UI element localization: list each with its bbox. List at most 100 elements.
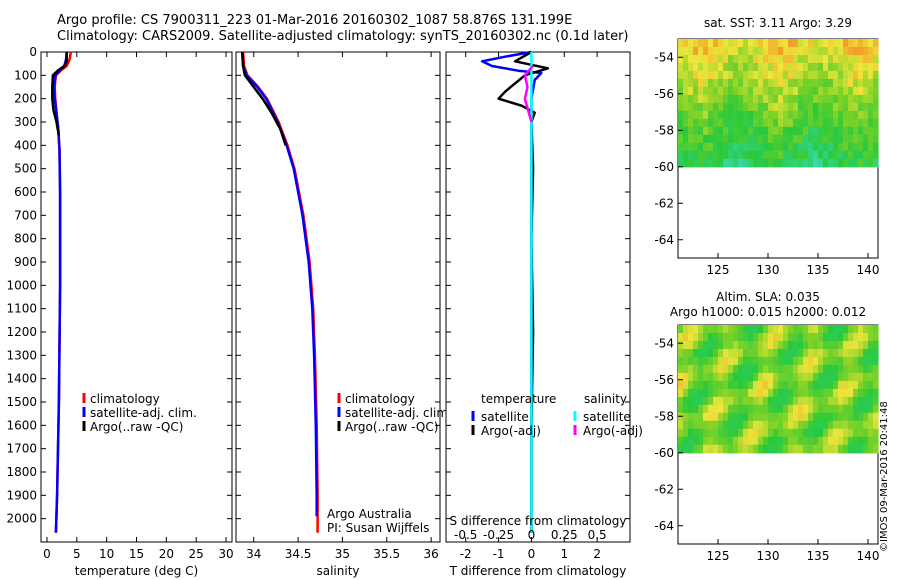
map-cell [768, 349, 774, 358]
map-cell [828, 364, 834, 374]
map-cell [703, 420, 709, 430]
map-cell [758, 364, 764, 374]
map-cell [803, 150, 809, 160]
map-cell [853, 388, 859, 398]
map-cell [873, 158, 879, 168]
map-cell [843, 436, 849, 446]
map-cell [733, 150, 739, 160]
map-cell [848, 404, 854, 414]
map-cell [848, 380, 854, 390]
map-cell [698, 436, 704, 446]
map-cell [693, 420, 699, 430]
map-cell [793, 78, 799, 88]
map-cell [813, 404, 819, 414]
map-cell [733, 412, 739, 422]
map-cell [698, 428, 704, 438]
map-cell [743, 349, 749, 358]
map-cell [808, 380, 814, 390]
map-cell [833, 396, 839, 406]
map-cell [718, 333, 724, 342]
map-cell [828, 444, 834, 454]
map-y-tick-label: -60 [654, 160, 674, 174]
map-cell [863, 78, 869, 88]
map-cell [853, 110, 859, 120]
map-cell [743, 436, 749, 446]
map-cell [678, 444, 684, 454]
map-cell [838, 420, 844, 430]
map-cell [843, 94, 849, 104]
map-cell [778, 78, 784, 88]
map-cell [678, 412, 684, 422]
map-cell [873, 325, 879, 334]
map-cell [758, 126, 764, 136]
map-cell [748, 333, 754, 342]
map-cell [858, 333, 864, 342]
map-y-tick-label: -56 [654, 87, 674, 101]
map-cell [693, 428, 699, 438]
map-cell [703, 341, 709, 350]
map-cell [858, 372, 864, 382]
map-cell [788, 78, 794, 88]
map-cell [698, 110, 704, 120]
map-cell [873, 47, 879, 56]
map-cell [783, 150, 789, 160]
map-cell [688, 396, 694, 406]
map-cell [773, 102, 779, 112]
map-cell [793, 372, 799, 382]
map-cell [708, 372, 714, 382]
map-cell [858, 94, 864, 104]
map-cell [848, 102, 854, 112]
map-cell [818, 118, 824, 128]
map-cell [723, 126, 729, 136]
map-cell [823, 428, 829, 438]
map-cell [828, 110, 834, 120]
x-tick-label: 10 [99, 547, 114, 561]
x-tick-label: 35.5 [373, 547, 400, 561]
map-cell [753, 134, 759, 144]
map-cell [783, 94, 789, 104]
map-cell [813, 110, 819, 120]
x-tick-label: 36 [423, 547, 438, 561]
map-cell [853, 420, 859, 430]
map-cell [798, 356, 804, 366]
map-cell [773, 39, 779, 48]
map-cell [813, 428, 819, 438]
map-cell [863, 428, 869, 438]
map-cell [778, 134, 784, 144]
map-cell [768, 396, 774, 406]
map-cell [733, 78, 739, 88]
map-cell [863, 94, 869, 104]
map-cell [708, 380, 714, 390]
map-cell [873, 356, 879, 366]
x-tick-label: 15 [129, 547, 144, 561]
map-cell [783, 349, 789, 358]
map-cell [758, 396, 764, 406]
map-cell [718, 126, 724, 136]
map-cell [753, 444, 759, 454]
map-cell [728, 134, 734, 144]
map-cell [848, 436, 854, 446]
map-cell [748, 63, 754, 72]
map-cell [778, 412, 784, 422]
map-cell [773, 158, 779, 168]
map-cell [743, 341, 749, 350]
map-cell [803, 126, 809, 136]
map-cell [873, 134, 879, 144]
map-cell [708, 55, 714, 64]
map-title-line-1: Altim. SLA: 0.035 [716, 290, 820, 304]
map-cell [748, 356, 754, 366]
map-cell [828, 39, 834, 48]
map-cell [868, 102, 874, 112]
map-x-tick-label: 140 [857, 549, 880, 563]
map-cell [833, 428, 839, 438]
map-cell [738, 142, 744, 152]
map-cell [788, 70, 794, 80]
map-cell [713, 55, 719, 64]
map-cell [823, 404, 829, 414]
map-cell [678, 63, 684, 72]
map-cell [698, 47, 704, 56]
map-cell [738, 404, 744, 414]
map-cell [843, 63, 849, 72]
map-cell [798, 158, 804, 168]
